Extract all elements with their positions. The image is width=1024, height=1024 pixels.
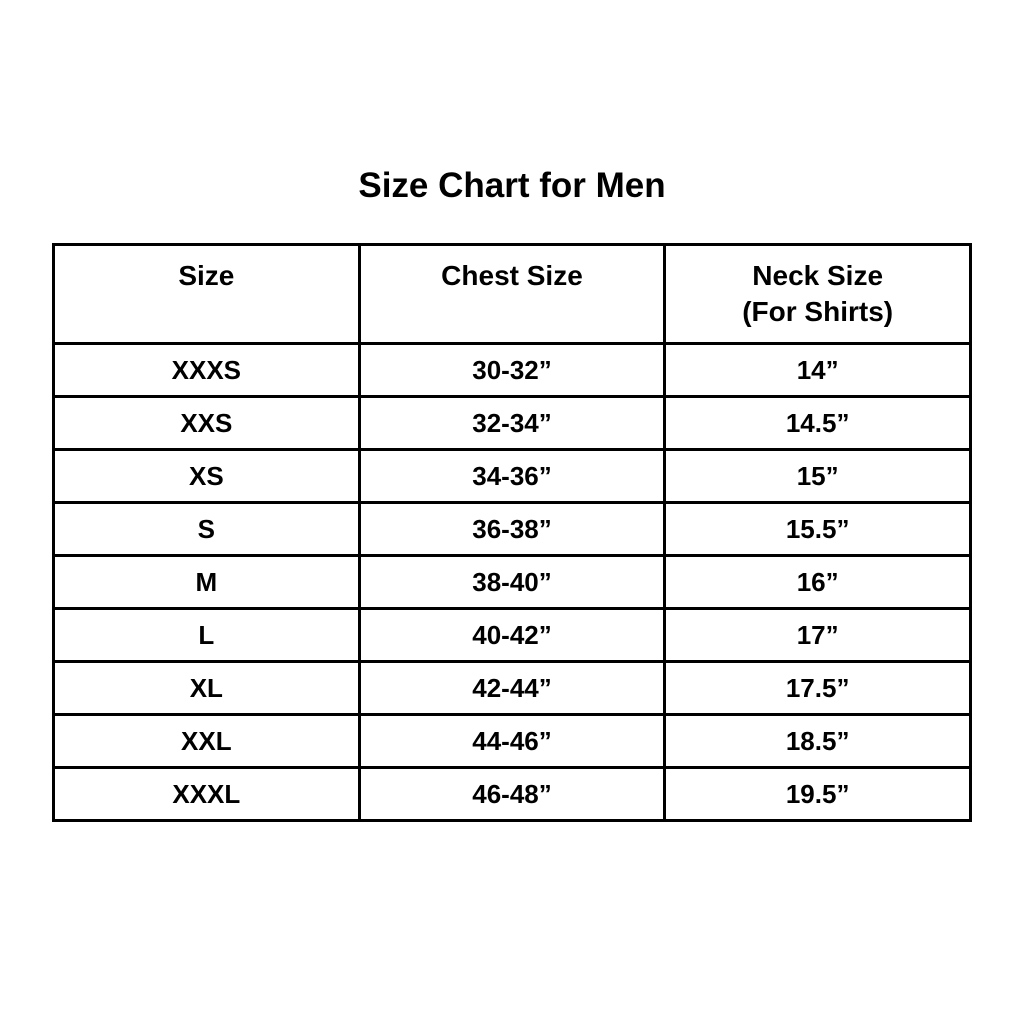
cell-chest: 42-44” bbox=[357, 660, 667, 716]
cell-chest: 30-32” bbox=[357, 342, 667, 398]
cell-size: XXXS bbox=[52, 342, 361, 398]
cell-size: XL bbox=[52, 660, 361, 716]
column-header-size: Size bbox=[52, 243, 361, 345]
column-header-neck-size-line1: Neck Size bbox=[752, 260, 884, 291]
cell-chest: 38-40” bbox=[357, 554, 667, 610]
column-header-chest-size: Chest Size bbox=[357, 243, 667, 345]
table-row: XXS 32-34” 14.5” bbox=[52, 395, 972, 451]
cell-chest: 44-46” bbox=[357, 713, 667, 769]
cell-size: XS bbox=[52, 448, 361, 504]
cell-size: XXXL bbox=[52, 766, 361, 822]
cell-neck: 18.5” bbox=[663, 713, 972, 769]
table-body: XXXS 30-32” 14” XXS 32-34” 14.5” XS 34-3… bbox=[52, 342, 972, 822]
cell-neck: 17.5” bbox=[663, 660, 972, 716]
cell-chest: 40-42” bbox=[357, 607, 667, 663]
column-header-neck-size-line2: (For Shirts) bbox=[742, 296, 894, 328]
header-row: Size Chest Size Neck Size (For Shirts) bbox=[52, 243, 972, 345]
table-row: L 40-42” 17” bbox=[52, 607, 972, 663]
table-row: XS 34-36” 15” bbox=[52, 448, 972, 504]
cell-size: L bbox=[52, 607, 361, 663]
table-row: XXXS 30-32” 14” bbox=[52, 342, 972, 398]
cell-neck: 14” bbox=[663, 342, 972, 398]
column-header-neck-size: Neck Size (For Shirts) bbox=[663, 243, 972, 345]
table-row: XXXL 46-48” 19.5” bbox=[52, 766, 972, 822]
cell-neck: 16” bbox=[663, 554, 972, 610]
cell-neck: 15.5” bbox=[663, 501, 972, 557]
table-row: XXL 44-46” 18.5” bbox=[52, 713, 972, 769]
cell-size: M bbox=[52, 554, 361, 610]
cell-neck: 15” bbox=[663, 448, 972, 504]
table-header: Size Chest Size Neck Size (For Shirts) bbox=[52, 243, 972, 345]
cell-chest: 46-48” bbox=[357, 766, 667, 822]
cell-chest: 32-34” bbox=[357, 395, 667, 451]
cell-size: XXS bbox=[52, 395, 361, 451]
cell-neck: 19.5” bbox=[663, 766, 972, 822]
cell-neck: 17” bbox=[663, 607, 972, 663]
cell-chest: 36-38” bbox=[357, 501, 667, 557]
table-row: M 38-40” 16” bbox=[52, 554, 972, 610]
table-row: XL 42-44” 17.5” bbox=[52, 660, 972, 716]
table-row: S 36-38” 15.5” bbox=[52, 501, 972, 557]
page-title: Size Chart for Men bbox=[358, 166, 666, 205]
cell-neck: 14.5” bbox=[663, 395, 972, 451]
cell-size: XXL bbox=[52, 713, 361, 769]
cell-chest: 34-36” bbox=[357, 448, 667, 504]
cell-size: S bbox=[52, 501, 361, 557]
size-chart-table: Size Chest Size Neck Size (For Shirts) X… bbox=[52, 243, 972, 822]
